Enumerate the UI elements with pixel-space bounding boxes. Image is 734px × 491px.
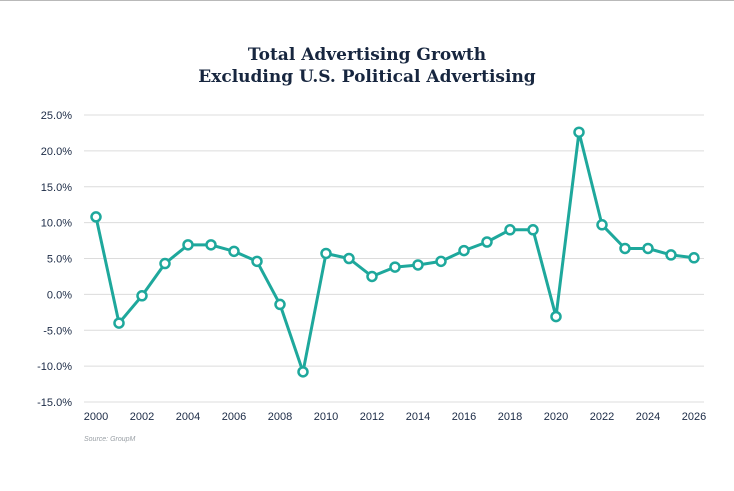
data-point: [366, 270, 378, 283]
data-point: [412, 259, 424, 271]
chart-title-line-2: Excluding U.S. Political Advertising: [198, 67, 536, 87]
x-tick-label: 2020: [544, 411, 568, 423]
x-tick-label: 2000: [84, 411, 108, 423]
y-tick-label: -5.0%: [43, 325, 72, 337]
source-note: Source: GroupM: [84, 436, 136, 443]
x-tick-label: 2026: [682, 411, 706, 423]
data-point: [665, 249, 677, 261]
x-tick-label: 2014: [406, 411, 430, 423]
data-point: [136, 290, 148, 302]
x-tick-label: 2006: [222, 411, 246, 423]
y-tick-label: 10.0%: [41, 218, 72, 230]
data-point: [527, 224, 539, 236]
data-point: [435, 255, 447, 268]
y-tick-label: 15.0%: [41, 182, 72, 194]
data-point: [642, 242, 654, 255]
x-tick-label: 2022: [590, 411, 614, 423]
data-point: [573, 126, 585, 138]
data-point: [113, 317, 125, 329]
data-point: [251, 255, 263, 268]
data-point: [343, 252, 355, 265]
x-tick-label: 2018: [498, 411, 522, 423]
top-divider: [0, 0, 734, 1]
series-line: [94, 130, 696, 374]
x-tick-label: 2002: [130, 411, 154, 423]
y-tick-label: 0.0%: [47, 289, 72, 301]
chart-title: Total Advertising Growth Excluding U.S. …: [0, 44, 734, 88]
x-tick-label: 2016: [452, 411, 476, 423]
x-tick-label: 2008: [268, 411, 292, 423]
x-tick-label: 2004: [176, 411, 200, 423]
y-tick-label: 25.0%: [41, 110, 72, 122]
y-tick-label: -10.0%: [37, 361, 72, 373]
data-point: [90, 211, 102, 223]
data-point: [228, 245, 240, 258]
data-point: [504, 224, 516, 236]
data-point: [159, 257, 171, 270]
data-point: [274, 298, 286, 311]
data-point: [481, 236, 493, 248]
data-point: [389, 261, 401, 273]
data-point: [205, 239, 217, 251]
x-tick-label: 2010: [314, 411, 338, 423]
data-point: [619, 242, 631, 255]
data-point: [688, 252, 700, 264]
data-point: [182, 239, 194, 251]
data-point: [596, 219, 608, 231]
data-point: [297, 366, 309, 378]
y-tick-label: 5.0%: [47, 254, 72, 266]
data-point: [550, 310, 562, 323]
data-point: [458, 244, 470, 257]
data-point: [320, 247, 332, 260]
chart-title-line-1: Total Advertising Growth: [247, 45, 487, 65]
x-tick-label: 2012: [360, 411, 384, 423]
y-tick-label: -15.0%: [37, 397, 72, 409]
x-tick-label: 2024: [636, 411, 660, 423]
y-tick-label: 20.0%: [41, 146, 72, 158]
